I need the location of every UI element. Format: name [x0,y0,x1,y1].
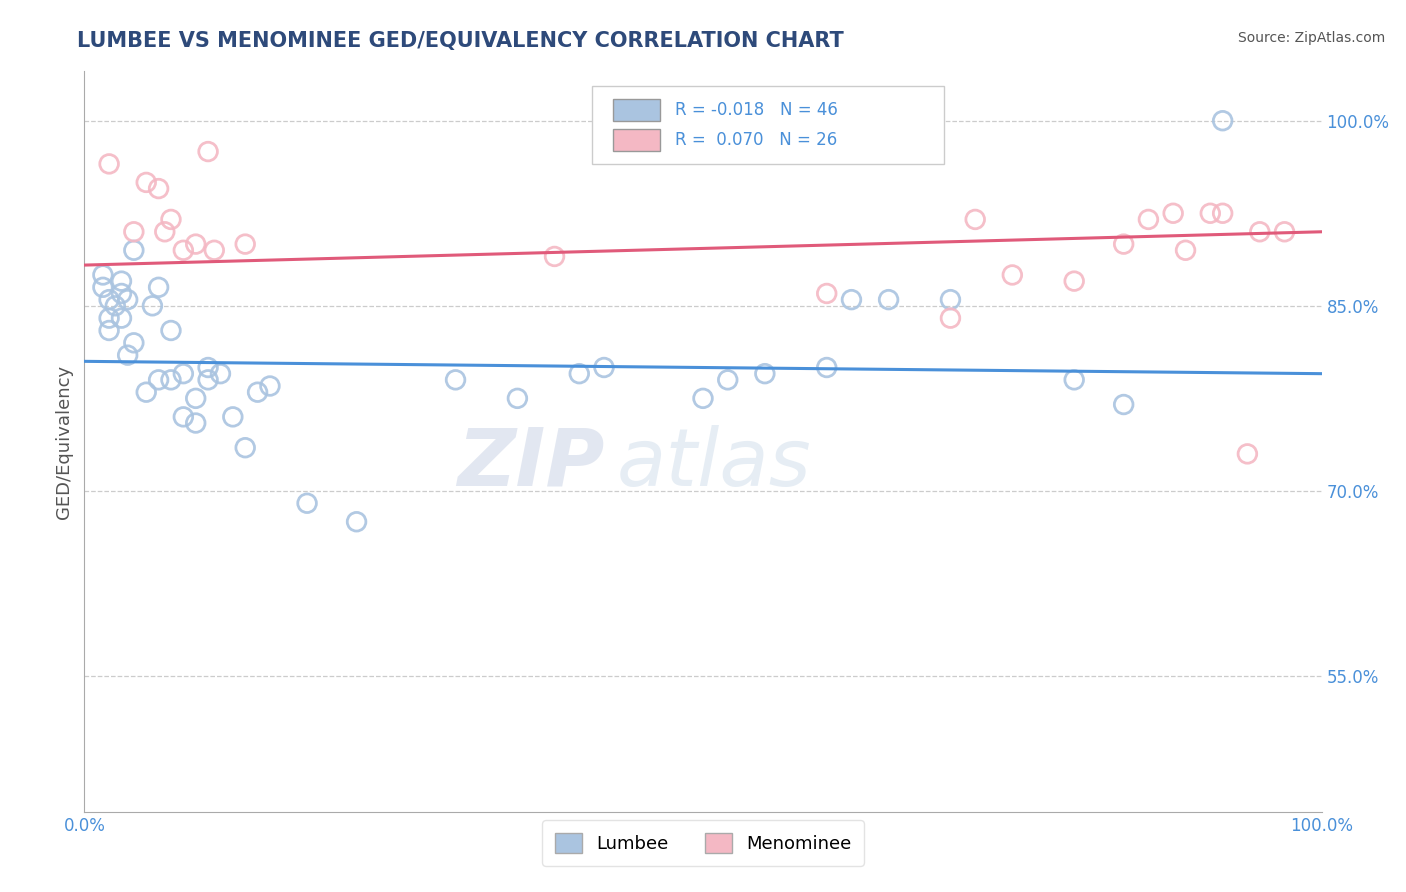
Point [222,409,245,424]
Point [98,311,121,326]
Point [98,324,121,338]
Point [197,360,219,375]
Point [506,392,529,406]
Point [1001,268,1024,282]
Point [593,360,616,375]
Point [841,293,863,307]
Point [135,176,157,190]
Point [1236,447,1258,461]
Point [135,385,157,400]
Point [346,515,368,529]
Text: LUMBEE VS MENOMINEE GED/EQUIVALENCY CORRELATION CHART: LUMBEE VS MENOMINEE GED/EQUIVALENCY CORR… [77,31,844,51]
Legend: Lumbee, Menominee: Lumbee, Menominee [543,821,863,865]
Point [91,268,114,282]
Point [148,373,170,387]
Y-axis label: GED/Equivalency: GED/Equivalency [55,365,73,518]
Point [877,293,900,307]
Point [568,367,591,381]
Point [259,379,281,393]
Point [543,250,565,264]
Point [148,181,170,195]
Point [1274,225,1296,239]
Point [1063,373,1085,387]
Point [965,212,987,227]
Point [141,299,163,313]
FancyBboxPatch shape [613,99,659,121]
Point [1137,212,1160,227]
Point [160,324,183,338]
Point [172,409,194,424]
Text: Source: ZipAtlas.com: Source: ZipAtlas.com [1237,31,1385,45]
Point [444,373,467,387]
Point [692,392,714,406]
Point [246,385,269,400]
Point [153,225,176,239]
Point [1112,237,1135,252]
Point [295,496,318,510]
Point [197,373,219,387]
Text: R = -0.018   N = 46: R = -0.018 N = 46 [675,101,838,119]
Point [110,274,132,288]
FancyBboxPatch shape [592,87,945,164]
Text: atlas: atlas [616,425,811,503]
Point [1212,113,1234,128]
Point [939,293,962,307]
Point [184,237,207,252]
Point [110,286,132,301]
Point [1249,225,1271,239]
Point [1112,398,1135,412]
Point [122,225,145,239]
Point [98,293,121,307]
Point [1174,244,1197,258]
Point [110,311,132,326]
Point [233,237,256,252]
Point [184,416,207,430]
Point [172,244,194,258]
Point [754,367,776,381]
Point [117,348,139,362]
Text: R =  0.070   N = 26: R = 0.070 N = 26 [675,131,837,149]
Point [122,244,145,258]
Point [98,157,121,171]
Point [1199,206,1222,220]
Point [209,367,232,381]
Point [815,286,838,301]
Point [197,145,219,159]
Point [122,335,145,350]
Point [184,392,207,406]
Point [815,360,838,375]
FancyBboxPatch shape [613,129,659,152]
Point [1161,206,1184,220]
Point [939,311,962,326]
Point [91,280,114,294]
Text: ZIP: ZIP [457,425,605,503]
Point [1212,206,1234,220]
Point [172,367,194,381]
Point [1063,274,1085,288]
Point [717,373,740,387]
Point [160,373,183,387]
Point [202,244,225,258]
Point [117,293,139,307]
Point [148,280,170,294]
Point [160,212,183,227]
Point [233,441,256,455]
Point [104,299,127,313]
